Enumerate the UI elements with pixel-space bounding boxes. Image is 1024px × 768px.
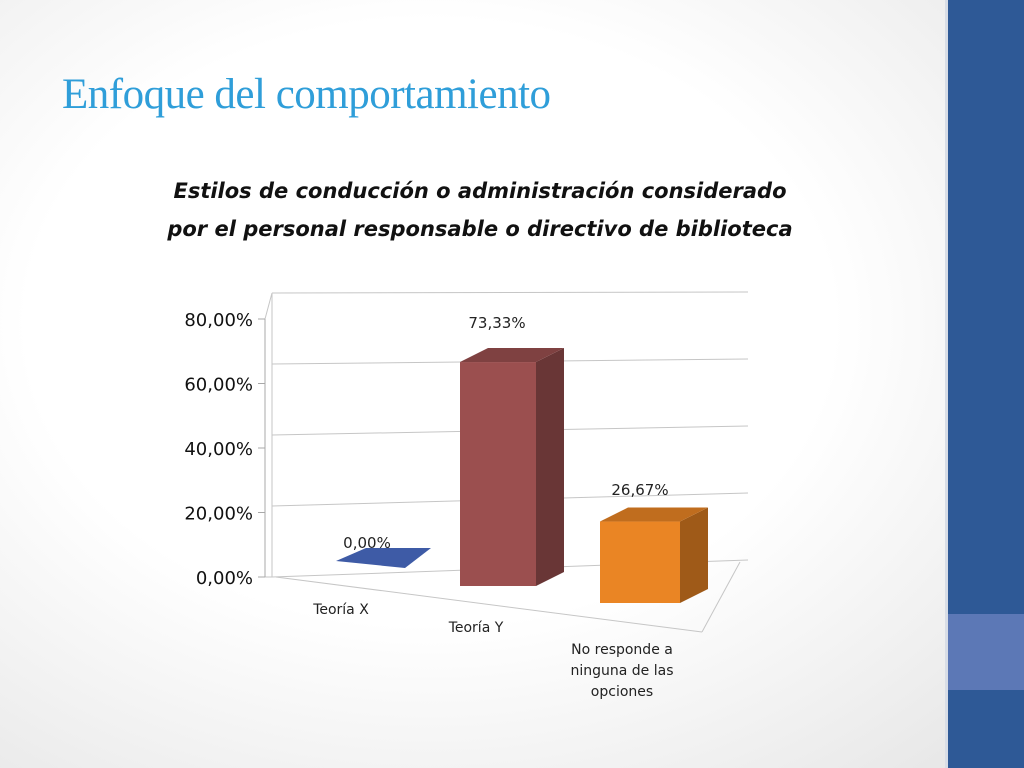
bar-1-front <box>460 362 536 586</box>
floor-front-edge <box>275 576 703 633</box>
bar-1-top <box>460 348 564 363</box>
floor-right-edge <box>701 561 741 633</box>
data-label-1: 73,33% <box>468 314 525 332</box>
side-wall-top-edge <box>264 292 273 320</box>
bar-chart: 0,00% 20,00% 40,00% 60,00% 80,00% 0,00% 73,33%… <box>184 291 749 700</box>
slide-title: Enfoque del comportamiento <box>62 71 551 118</box>
bar-2-side <box>680 507 708 603</box>
data-label-2: 26,67% <box>611 481 668 499</box>
chart-title-line-1: Estilos de conducción o administración c… <box>173 179 787 203</box>
y-tick-label-0: 0,00% <box>196 568 253 589</box>
y-tick-label-3: 60,00% <box>184 375 253 396</box>
data-label-0: 0,00% <box>343 534 391 552</box>
y-tick-label-1: 20,00% <box>184 504 253 525</box>
category-label-2-line-2: opciones <box>591 684 653 700</box>
category-label-0-line-0: Teoría X <box>312 602 369 618</box>
gridline-4 <box>271 291 749 294</box>
category-label-1-line-0: Teoría Y <box>448 620 504 636</box>
chart-title-line-2: por el personal responsable o directivo … <box>167 217 793 241</box>
bar-2-top <box>600 507 708 522</box>
y-tick-label-2: 40,00% <box>184 439 253 460</box>
y-tick-label-4: 80,00% <box>184 310 253 331</box>
bar-2-front <box>600 521 680 603</box>
sidebar-accent-block <box>948 614 1024 690</box>
bar-0-top <box>336 548 431 568</box>
bar-1-side <box>536 348 564 586</box>
chart-title: Estilos de conducción o administración c… <box>130 172 830 248</box>
category-label-2-line-0: No responde a <box>571 642 673 658</box>
category-label-2-line-1: ninguna de las <box>570 663 673 679</box>
sidebar-edge <box>945 0 948 768</box>
